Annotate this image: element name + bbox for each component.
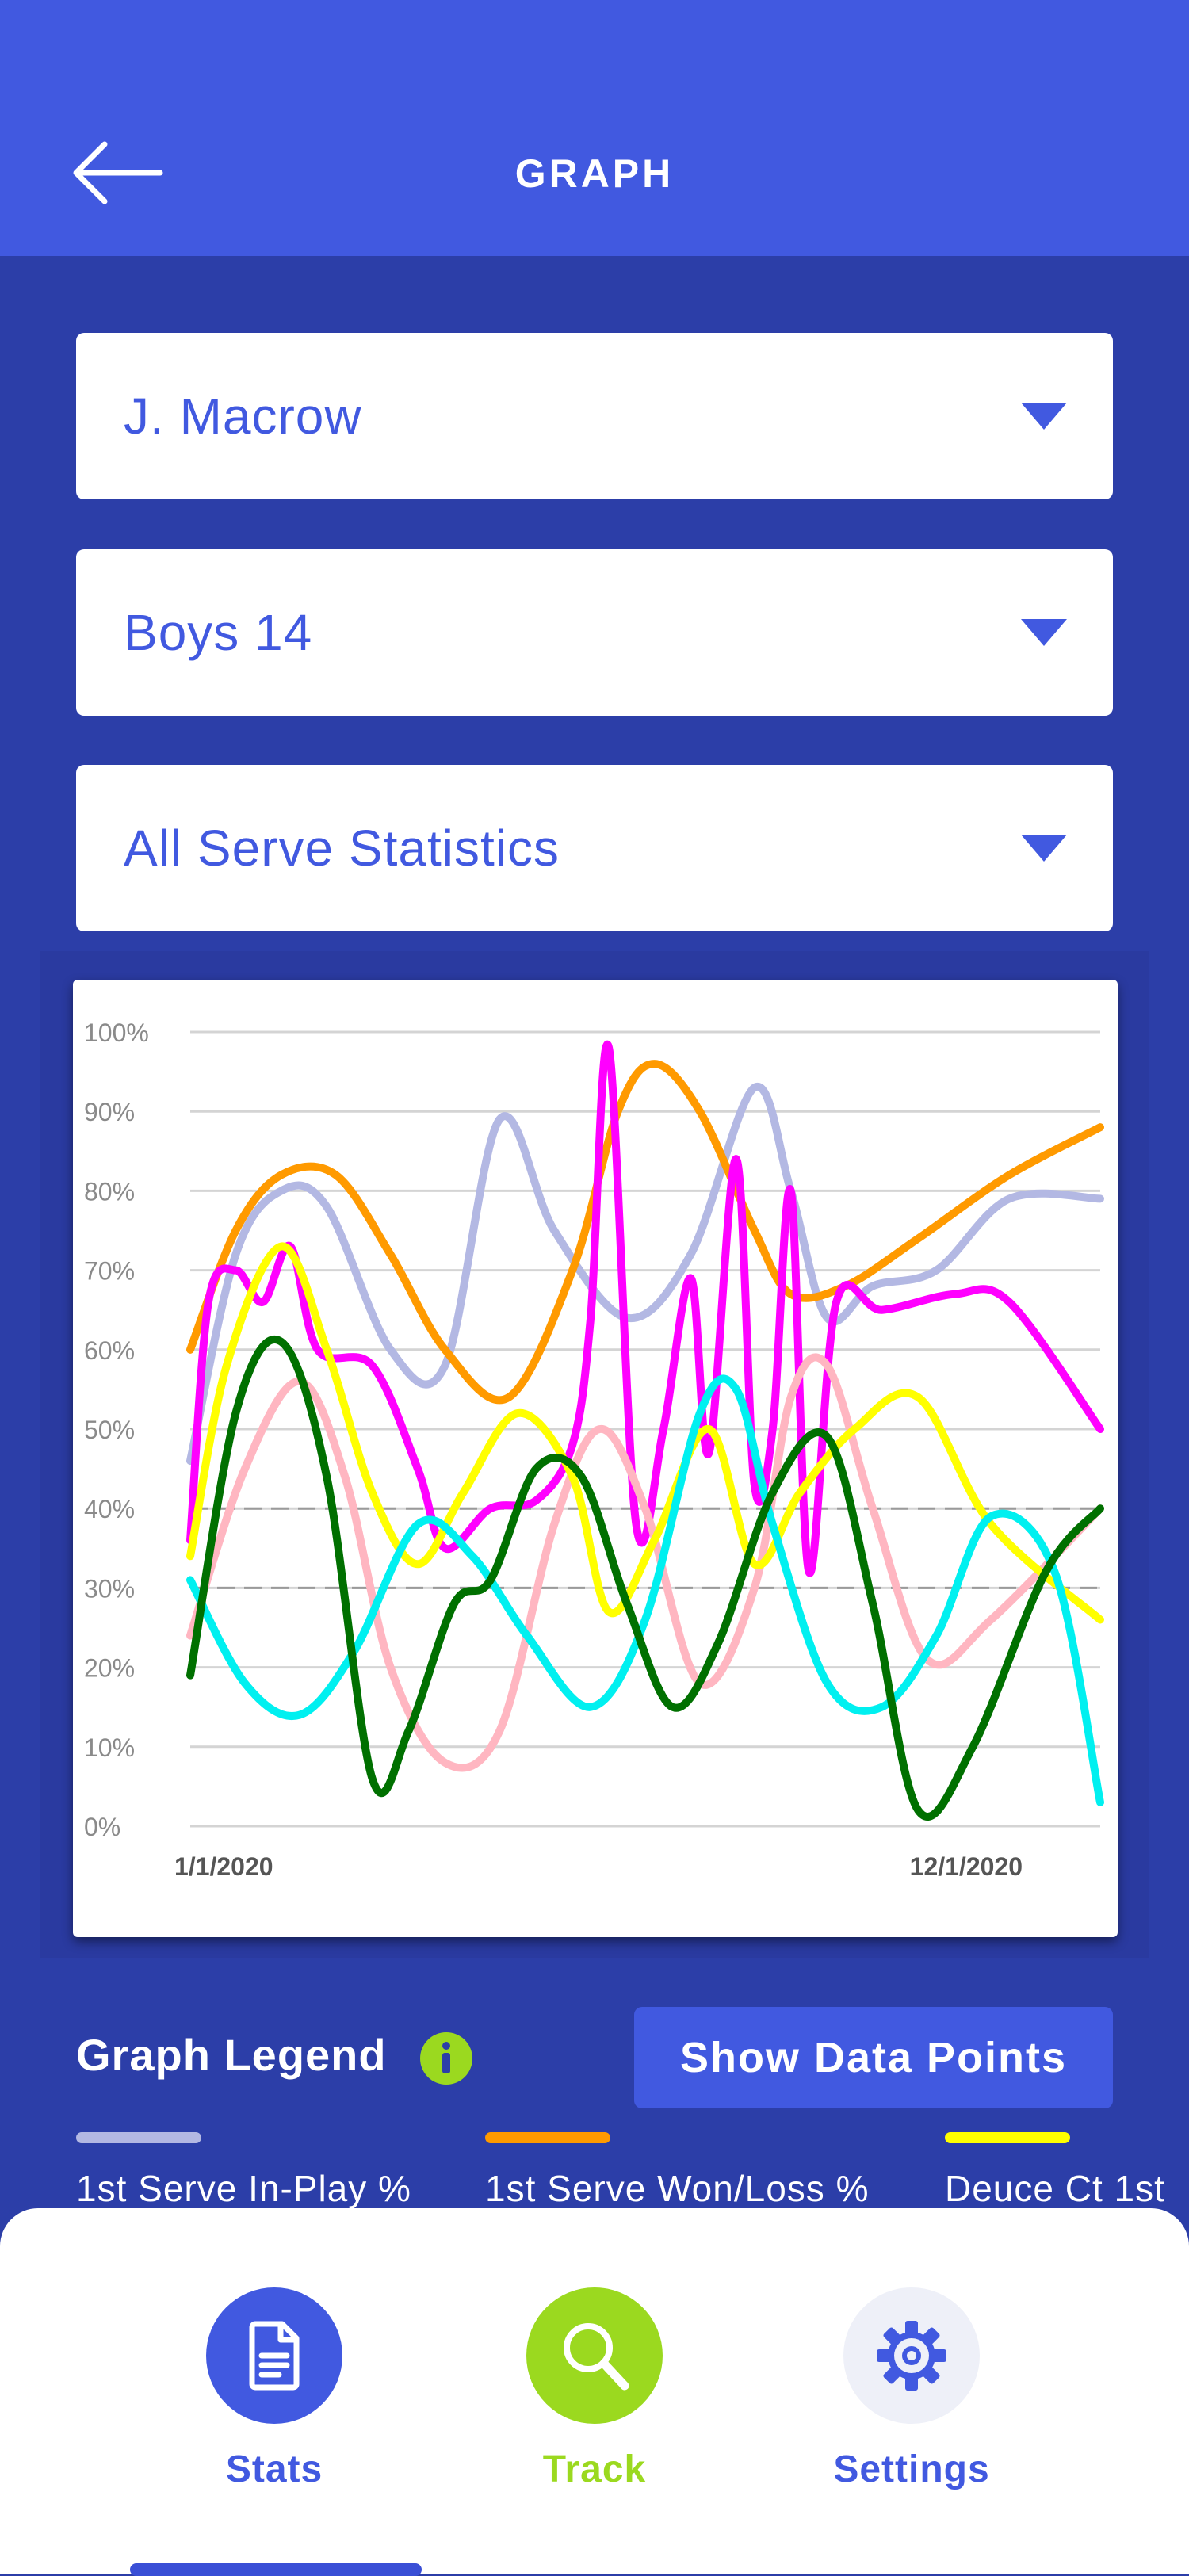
- document-icon: [249, 2321, 300, 2391]
- legend-item: 1st Serve In-Play %: [76, 2132, 411, 2210]
- page-title: GRAPH: [514, 151, 675, 196]
- nav-label: Stats: [225, 2448, 323, 2490]
- legend-title: Graph Legend: [76, 2030, 387, 2080]
- y-tick-label: 10%: [84, 1733, 135, 1762]
- y-tick-label: 0%: [84, 1813, 120, 1841]
- y-tick-label: 20%: [84, 1654, 135, 1683]
- nav-circle: [526, 2287, 663, 2424]
- nav-label: Settings: [833, 2448, 990, 2490]
- x-tick-label-end: 12/1/2020: [910, 1852, 1023, 1881]
- y-tick-label: 100%: [84, 1019, 149, 1047]
- nav-item-settings[interactable]: Settings: [793, 2287, 1030, 2491]
- nav-label: Track: [542, 2448, 647, 2490]
- series-line-4: [186, 1353, 1104, 1772]
- legend-swatch: [76, 2132, 201, 2143]
- gear-icon: [877, 2321, 946, 2391]
- series-line-2: [186, 1060, 1104, 1405]
- series-line-1: [186, 1082, 1104, 1466]
- y-tick-label: 50%: [84, 1416, 135, 1444]
- back-button[interactable]: [71, 141, 166, 204]
- arrow-left-icon: [73, 141, 163, 204]
- magnifier-icon: [564, 2323, 629, 2391]
- player-dropdown[interactable]: J. Macrow: [76, 333, 1113, 499]
- chart-card: 100% 90% 80% 70% 60% 50% 40% 30% 20% 10% 0% 1/1/202…: [73, 980, 1118, 1937]
- legend-item: 1st Serve Won/Loss %: [485, 2132, 869, 2210]
- y-tick-label: 80%: [84, 1177, 135, 1206]
- statistic-dropdown[interactable]: All Serve Statistics: [76, 765, 1113, 931]
- info-icon[interactable]: [420, 2032, 472, 2085]
- line-chart: 100% 90% 80% 70% 60% 50% 40% 30% 20% 10% 0% 1/1/202…: [84, 1019, 1104, 1881]
- y-tick-label: 90%: [84, 1098, 135, 1126]
- caret-down-icon: [1021, 403, 1067, 430]
- series-line-3: [186, 1041, 1104, 1577]
- legend-item: Deuce Ct 1st: [945, 2132, 1165, 2210]
- legend-swatch: [485, 2132, 610, 2143]
- player-dropdown-value: J. Macrow: [124, 388, 362, 445]
- bottom-nav: Stats Track: [0, 2208, 1189, 2574]
- division-dropdown[interactable]: Boys 14: [76, 549, 1113, 716]
- nav-circle: [843, 2287, 980, 2424]
- y-tick-label: 70%: [84, 1257, 135, 1286]
- caret-down-icon: [1021, 835, 1067, 862]
- y-tick-label: 40%: [84, 1495, 135, 1523]
- show-data-points-button[interactable]: Show Data Points: [634, 2007, 1113, 2108]
- series-line-7: [186, 1335, 1104, 1821]
- y-tick-label: 60%: [84, 1336, 135, 1365]
- legend-swatch: [945, 2132, 1070, 2143]
- legend-label: Deuce Ct 1st: [945, 2168, 1165, 2209]
- app-header: GRAPH: [0, 0, 1189, 256]
- x-tick-label-start: 1/1/2020: [174, 1852, 273, 1881]
- statistic-dropdown-value: All Serve Statistics: [124, 820, 560, 877]
- series-line-6: [186, 1374, 1104, 1806]
- y-tick-label: 30%: [84, 1574, 135, 1603]
- home-indicator: [130, 2563, 422, 2576]
- caret-down-icon: [1021, 619, 1067, 646]
- series-line-5: [186, 1242, 1104, 1624]
- legend-list: 1st Serve In-Play % 1st Serve Won/Loss %…: [0, 2132, 1189, 2211]
- nav-item-stats[interactable]: Stats: [155, 2287, 393, 2491]
- nav-circle: [206, 2287, 342, 2424]
- legend-label: 1st Serve In-Play %: [76, 2168, 411, 2209]
- division-dropdown-value: Boys 14: [124, 604, 313, 661]
- legend-label: 1st Serve Won/Loss %: [485, 2168, 870, 2209]
- nav-item-track[interactable]: Track: [476, 2287, 713, 2491]
